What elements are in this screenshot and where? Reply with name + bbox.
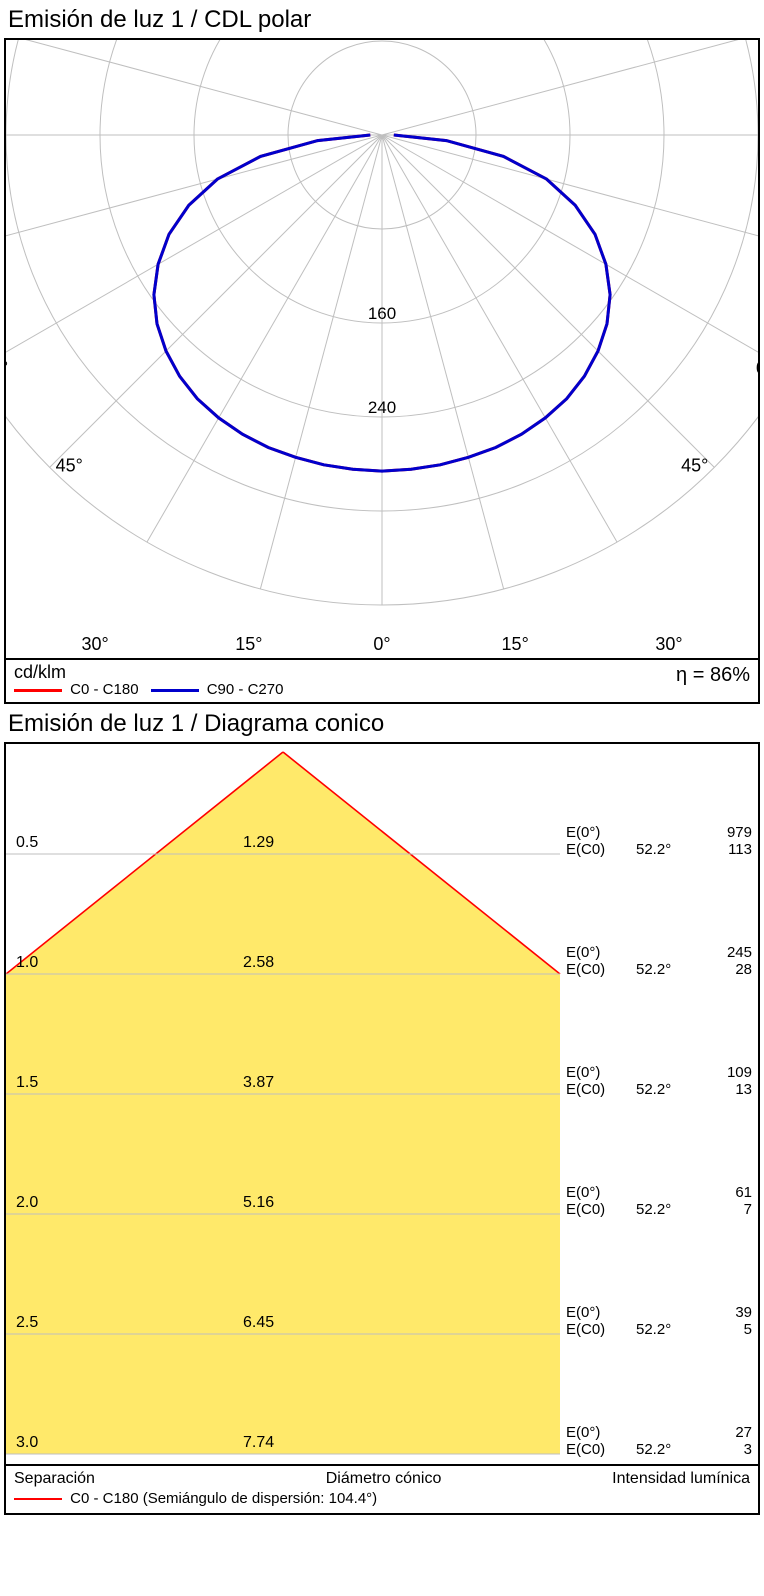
cone-sep-label: 2.5: [16, 1314, 38, 1332]
cone-e0-label: E(0°): [566, 1064, 618, 1081]
polar-chart-box: 160240105°90°75°60°45°105°90°75°60°45°30…: [4, 38, 760, 704]
cone-side-row: E(0°) 39 E(C0) 52.2° 5: [566, 1304, 752, 1339]
cone-ec0-label: E(C0): [566, 841, 618, 858]
polar-deg-label: 45°: [681, 455, 708, 475]
cone-side-row: E(0°) 979 E(C0) 52.2° 113: [566, 824, 752, 859]
polar-title: Emisión de luz 1 / CDL polar: [8, 6, 760, 34]
footer-col-dia: Diámetro cónico: [326, 1470, 442, 1488]
cone-dia-label: 7.74: [243, 1434, 274, 1452]
polar-deg-label: 15°: [235, 634, 262, 654]
cone-e0-value: 39: [706, 1304, 752, 1321]
cone-angle-label: 52.2°: [636, 1201, 688, 1218]
polar-eta-label: η = 86%: [676, 664, 750, 687]
footer-legend-swatch: [14, 1498, 62, 1500]
cone-e0-value: 61: [706, 1184, 752, 1201]
cone-e0-value: 979: [706, 824, 752, 841]
cone-side-row: E(0°) 109 E(C0) 52.2° 13: [566, 1064, 752, 1099]
cone-sep-label: 0.5: [16, 834, 38, 852]
cone-ec0-value: 5: [706, 1321, 752, 1338]
polar-unit-label: cd/klm: [14, 662, 750, 683]
polar-chart-svg: 160240105°90°75°60°45°105°90°75°60°45°30…: [6, 40, 758, 658]
legend-item-c90: C90 - C270: [151, 681, 284, 698]
cone-e0-value: 27: [706, 1424, 752, 1441]
cone-angle-label: 52.2°: [636, 1441, 688, 1458]
legend-label-c0: C0 - C180: [70, 681, 138, 698]
polar-deg-label: 45°: [56, 455, 83, 475]
cone-ec0-label: E(C0): [566, 1321, 618, 1338]
cone-angle-label: 52.2°: [636, 841, 688, 858]
cone-angle-label: 52.2°: [636, 961, 688, 978]
footer-legend-row: C0 - C180 (Semiángulo de dispersión: 104…: [14, 1490, 750, 1507]
footer-legend-text: C0 - C180 (Semiángulo de dispersión: 104…: [70, 1490, 377, 1507]
cone-ec0-label: E(C0): [566, 961, 618, 978]
cone-ec0-label: E(C0): [566, 1441, 618, 1458]
cone-sep-label: 2.0: [16, 1194, 38, 1212]
cone-ec0-value: 113: [706, 841, 752, 858]
cone-ec0-value: 28: [706, 961, 752, 978]
cone-e0-value: 245: [706, 944, 752, 961]
cone-e0-label: E(0°): [566, 1304, 618, 1321]
cone-chart-box: E(0°) 979 E(C0) 52.2° 113 E(0°) 245 E(C0) 52.2° 2…: [4, 742, 760, 1515]
cone-footer: Separación Diámetro cónico Intensidad lu…: [6, 1464, 758, 1513]
footer-col-sep: Separación: [14, 1470, 95, 1488]
cone-angle-label: 52.2°: [636, 1081, 688, 1098]
cone-ec0-value: 3: [706, 1441, 752, 1458]
cone-ec0-label: E(C0): [566, 1201, 618, 1218]
cone-dia-label: 6.45: [243, 1314, 274, 1332]
polar-legend: cd/klm C0 - C180 C90 - C270 η = 86%: [6, 658, 758, 702]
polar-deg-label: 15°: [502, 634, 529, 654]
polar-deg-label: 30°: [81, 634, 108, 654]
polar-deg-label: 30°: [655, 634, 682, 654]
polar-deg-label: 60°: [756, 358, 758, 378]
cone-e0-label: E(0°): [566, 1424, 618, 1441]
cone-dia-label: 2.58: [243, 954, 274, 972]
cone-e0-label: E(0°): [566, 944, 618, 961]
legend-swatch-c90: [151, 689, 199, 692]
cone-title: Emisión de luz 1 / Diagrama conico: [8, 710, 760, 738]
cone-sep-label: 1.5: [16, 1074, 38, 1092]
legend-swatch-c0: [14, 689, 62, 692]
legend-item-c0: C0 - C180: [14, 681, 139, 698]
polar-deg-label: 60°: [6, 358, 8, 378]
cone-angle-label: 52.2°: [636, 1321, 688, 1338]
polar-deg-label: 0°: [373, 634, 390, 654]
cone-ec0-label: E(C0): [566, 1081, 618, 1098]
cone-side-row: E(0°) 27 E(C0) 52.2° 3: [566, 1424, 752, 1459]
svg-text:160: 160: [368, 304, 396, 323]
cone-e0-value: 109: [706, 1064, 752, 1081]
cone-side-row: E(0°) 245 E(C0) 52.2° 28: [566, 944, 752, 979]
legend-label-c90: C90 - C270: [207, 681, 284, 698]
cone-e0-label: E(0°): [566, 824, 618, 841]
cone-dia-label: 3.87: [243, 1074, 274, 1092]
footer-col-int: Intensidad lumínica: [612, 1470, 750, 1488]
cone-ec0-value: 13: [706, 1081, 752, 1098]
cone-sep-label: 3.0: [16, 1434, 38, 1452]
cone-fill: [6, 752, 560, 1454]
cone-dia-label: 1.29: [243, 834, 274, 852]
cone-ec0-value: 7: [706, 1201, 752, 1218]
cone-dia-label: 5.16: [243, 1194, 274, 1212]
cone-side-row: E(0°) 61 E(C0) 52.2° 7: [566, 1184, 752, 1219]
cone-e0-label: E(0°): [566, 1184, 618, 1201]
cone-sep-label: 1.0: [16, 954, 38, 972]
svg-text:240: 240: [368, 398, 396, 417]
